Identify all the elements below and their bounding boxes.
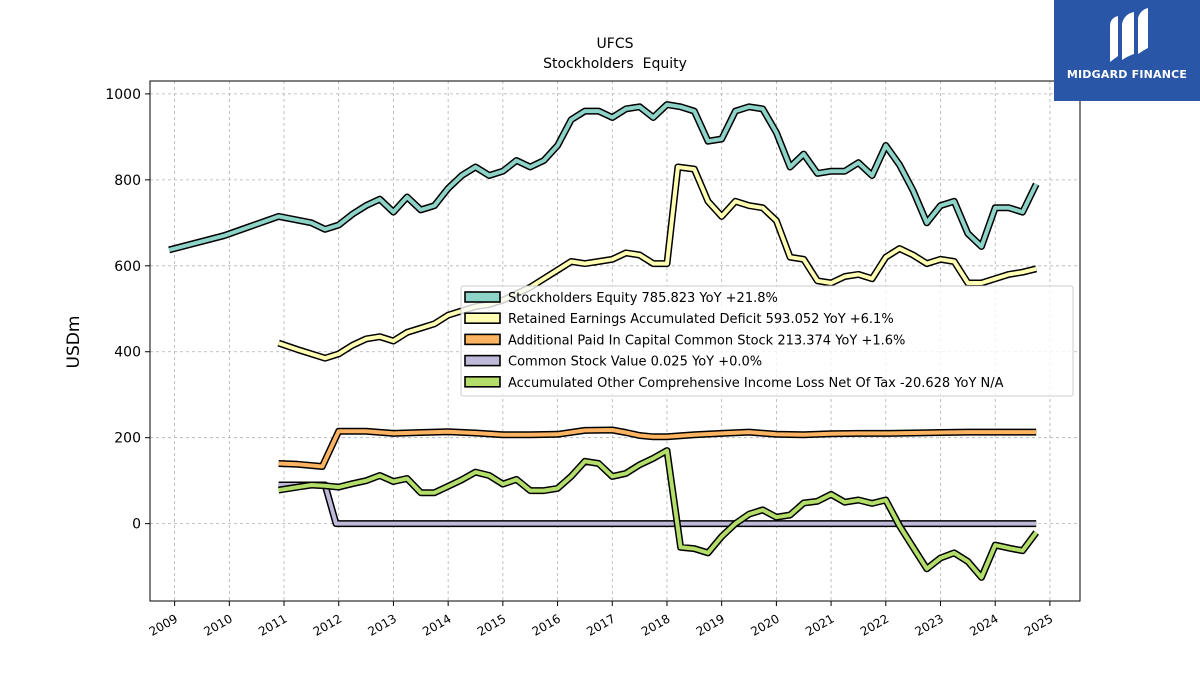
x-tick-label: 2024 — [967, 611, 1000, 638]
x-tick-label: 2020 — [748, 611, 781, 638]
x-tick-label: 2016 — [530, 611, 563, 638]
legend-label: Additional Paid In Capital Common Stock … — [508, 333, 905, 348]
x-tick-label: 2013 — [365, 611, 398, 638]
logo-mark-icon — [1110, 8, 1148, 62]
legend-swatch — [464, 333, 501, 346]
series-0-line — [168, 102, 1038, 252]
brand-logo: MIDGARD FINANCE — [1054, 0, 1200, 101]
chart-title: UFCS — [597, 36, 634, 52]
legend-swatch — [464, 354, 501, 367]
series-lines — [168, 101, 1040, 581]
x-tick-label: 2010 — [201, 611, 234, 638]
series-4-line — [278, 448, 1038, 580]
series-4-outline — [278, 447, 1040, 581]
legend-swatch — [464, 291, 501, 303]
x-tick-label: 2009 — [147, 611, 180, 638]
x-tick-label: 2018 — [639, 611, 672, 638]
legend-box — [460, 285, 1074, 397]
series-2-line — [278, 428, 1037, 469]
y-tick-label: 800 — [114, 173, 141, 189]
y-tick-label: 0 — [132, 517, 141, 533]
legend-label: Retained Earnings Accumulated Deficit 59… — [508, 312, 894, 327]
y-tick-label: 1000 — [105, 87, 141, 103]
series-3-line — [278, 483, 1037, 526]
legend-label: Accumulated Other Comprehensive Income L… — [508, 376, 1004, 391]
series-1-line — [277, 165, 1037, 361]
x-tick-label: 2022 — [858, 611, 891, 638]
x-tick-label: 2014 — [420, 611, 453, 638]
legend: Stockholders Equity 785.823 YoY +21.8% Re… — [460, 285, 1074, 397]
x-tick-label: 2017 — [584, 611, 617, 638]
x-tick-label: 2015 — [475, 611, 508, 638]
y-axis-label: USDm — [64, 316, 84, 369]
plot-area-frame — [149, 80, 1081, 602]
legend-swatch — [464, 375, 501, 388]
x-tick-label: 2011 — [256, 611, 289, 638]
x-tick-label: 2023 — [913, 611, 946, 638]
legend-label: Common Stock Value 0.025 YoY +0.0% — [508, 355, 762, 370]
x-tick-label: 2025 — [1022, 611, 1055, 638]
chart-subtitle: Stockholders Equity — [543, 56, 687, 72]
y-tick-label: 600 — [114, 259, 141, 275]
x-tick-label: 2021 — [803, 611, 836, 638]
y-tick-label: 400 — [114, 345, 141, 361]
x-tick-label: 2019 — [694, 611, 727, 638]
series-3-outline — [278, 481, 1037, 528]
brand-name: MIDGARD FINANCE — [1066, 68, 1188, 81]
x-tick-label: 2012 — [311, 611, 344, 638]
y-tick-label: 200 — [114, 431, 141, 447]
legend-label: Stockholders Equity 785.823 YoY +21.8% — [508, 291, 778, 306]
legend-swatch — [464, 312, 501, 325]
